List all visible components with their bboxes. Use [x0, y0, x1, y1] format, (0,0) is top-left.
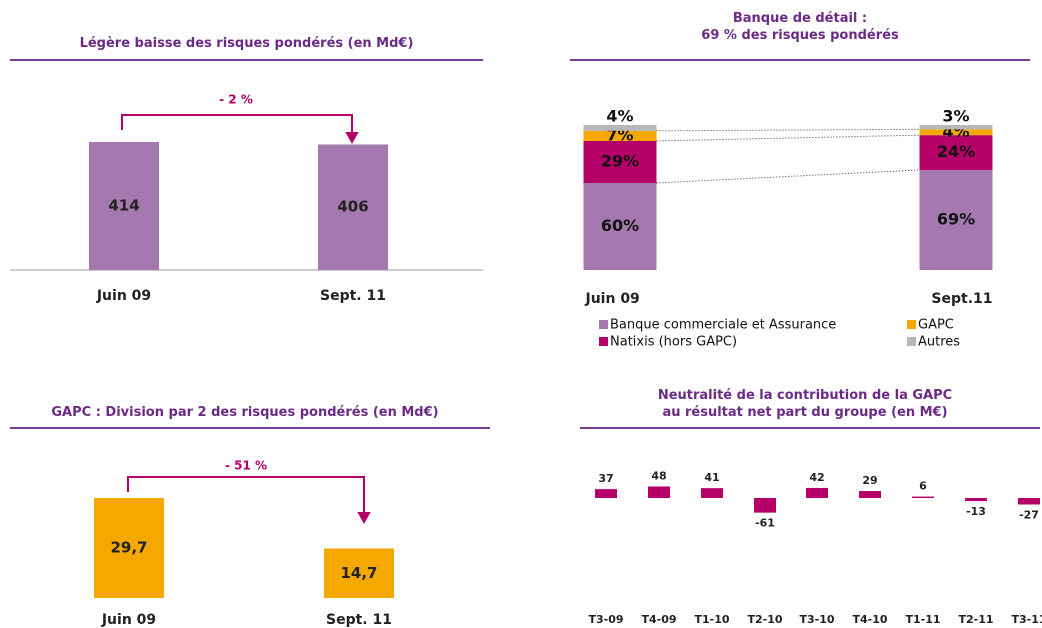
data-label: 14,7 — [340, 564, 377, 582]
legend-label: Banque commerciale et Assurance — [610, 318, 836, 333]
legend-swatch — [599, 337, 608, 346]
bar-segment — [919, 129, 993, 136]
bar-segment — [919, 135, 993, 170]
connector — [656, 128, 920, 132]
data-label: 48 — [651, 469, 666, 482]
chart-title: Neutralité de la contribution de la GAPC… — [657, 388, 953, 420]
x-tick-label: Juin 09 — [101, 612, 156, 628]
bar-segment — [583, 183, 657, 270]
brackets — [121, 114, 371, 525]
x-tick-label: T4-09 — [641, 613, 676, 626]
bar-segment — [919, 169, 993, 270]
data-label: 37 — [598, 472, 613, 485]
data-label: 29 — [862, 474, 877, 487]
connector — [656, 169, 920, 184]
bar — [94, 498, 164, 598]
title-rules — [10, 59, 1040, 429]
bar — [912, 496, 934, 498]
bar — [754, 498, 776, 513]
bar — [318, 144, 388, 270]
legend-swatch — [599, 320, 608, 329]
x-tick-label: T4-10 — [852, 613, 887, 626]
data-label: 414 — [108, 197, 139, 215]
legend-swatch — [907, 337, 916, 346]
bar — [701, 488, 723, 498]
data-label: 406 — [337, 198, 368, 216]
chart-title: Banque de détail : 69 % des risques pond… — [701, 11, 899, 43]
bar — [648, 486, 670, 498]
x-tick-label: T3-11 — [1011, 613, 1042, 626]
x-tick-label: Juin 09 — [585, 291, 640, 307]
bar — [859, 491, 881, 498]
data-label: 29,7 — [110, 539, 147, 557]
legend-swatch — [907, 320, 916, 329]
annotation: - 51 % — [225, 459, 267, 473]
chart-title: GAPC : Division par 2 des risques pondér… — [51, 405, 439, 420]
bar — [89, 142, 159, 270]
data-label: 3% — [942, 107, 969, 126]
annotation: - 2 % — [219, 93, 253, 107]
data-label: 24% — [937, 142, 975, 161]
bar — [595, 489, 617, 498]
x-tick-label: Sept. 11 — [326, 612, 392, 628]
x-tick-label: T3-10 — [799, 613, 834, 626]
bar — [965, 498, 987, 502]
x-tick-label: T2-11 — [958, 613, 993, 626]
bar-segment — [583, 130, 657, 141]
data-label: 41 — [704, 471, 719, 484]
data-label: -27 — [1019, 508, 1039, 521]
connector — [656, 134, 920, 142]
data-label: 42 — [809, 471, 824, 484]
x-tick-label: T1-11 — [905, 613, 940, 626]
x-tick-label: T2-10 — [747, 613, 782, 626]
legend-label: GAPC — [918, 318, 954, 333]
data-label: 4% — [606, 107, 633, 126]
bar — [324, 548, 394, 598]
data-label: 69% — [937, 209, 975, 228]
x-tick-label: Juin 09 — [96, 288, 151, 304]
x-tick-label: T3-09 — [588, 613, 623, 626]
data-label: 60% — [601, 216, 639, 235]
data-label: -61 — [755, 517, 775, 530]
x-tick-label: Sept.11 — [931, 291, 992, 307]
data-label: 6 — [919, 480, 927, 493]
bar-segment — [583, 140, 657, 183]
bar-segment — [919, 125, 993, 130]
bar — [1018, 498, 1040, 505]
legend-label: Autres — [918, 335, 960, 350]
chart-title: Légère baisse des risques pondérés (en M… — [79, 36, 414, 51]
x-tick-label: Sept. 11 — [320, 288, 386, 304]
bar-segment — [583, 125, 657, 131]
data-label: -13 — [966, 505, 986, 518]
data-label: 29% — [601, 151, 639, 170]
legend-label: Natixis (hors GAPC) — [610, 335, 737, 350]
x-tick-label: T1-10 — [694, 613, 729, 626]
bar — [806, 487, 828, 498]
